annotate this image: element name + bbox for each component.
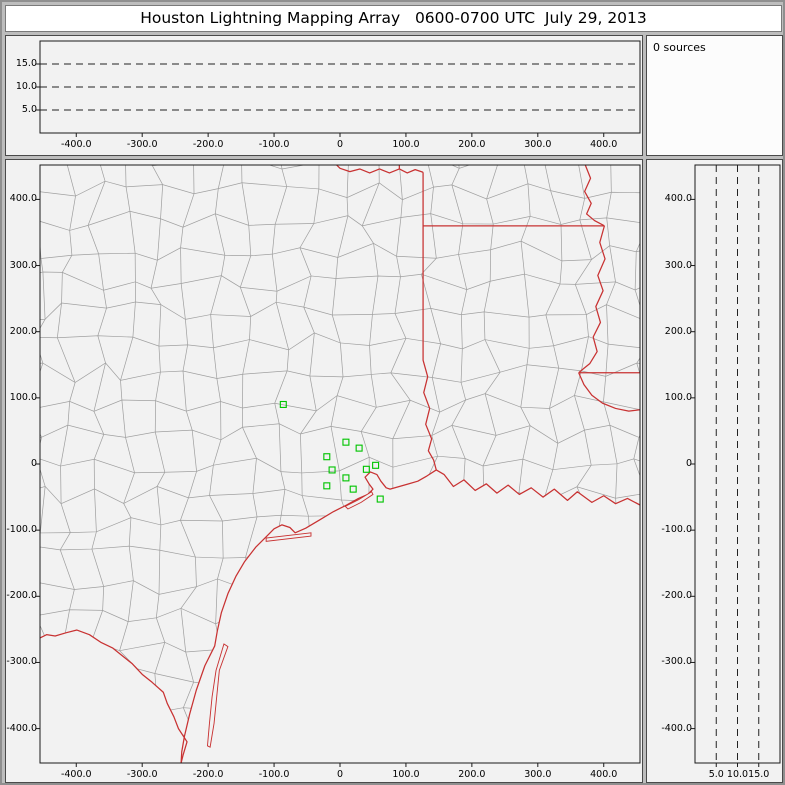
tick-label: 300.0 [664,259,692,271]
county-line [40,301,640,320]
tick-label: 100.0 [392,139,420,150]
source-count-label: 0 sources [653,41,706,54]
tick-label: 400.0 [664,193,692,205]
lma-station-marker [328,466,336,474]
tick-label: -300.0 [661,656,692,668]
arkansas-mississippi-river-border [583,165,605,227]
tick-label: 10.0 [726,769,749,780]
tick-label: 100.0 [664,391,692,403]
tick-label: -200.0 [192,139,224,150]
tick-label: 10.0 [15,81,37,92]
tick-label: -100.0 [6,524,37,536]
tick-label: 15.0 [748,769,770,780]
tick-label: -400.0 [60,139,92,150]
lma-station-marker [362,465,370,473]
tick-label: -100.0 [258,769,290,780]
tick-label: 300.0 [9,259,37,271]
tick-label: 400.0 [9,193,37,205]
tick-label: 0 [685,458,692,469]
title-bar: Houston Lightning Mapping Array 0600-070… [5,5,782,32]
tick-label: 400.0 [590,139,618,150]
lma-station-marker [355,444,363,452]
texas-oklahoma-border [336,165,424,174]
lma-station-marker [342,438,350,446]
tick-label: -100.0 [661,524,692,536]
mississippi-river-lower [578,372,640,412]
tick-label: 100.0 [392,769,420,780]
lma-station-marker [372,461,380,469]
tick-label: 200.0 [458,769,486,780]
tick-label: -100.0 [258,139,290,150]
tick-label: 5.0 [708,769,724,780]
tick-label: -200.0 [661,590,692,602]
tick-label: -400.0 [6,722,37,734]
tick-label: -200.0 [6,590,37,602]
county-line [180,165,197,763]
tick-label: -300.0 [6,656,37,668]
county-line [40,271,640,292]
county-line [40,180,640,201]
county-line [40,240,640,262]
tick-label: -400.0 [60,769,92,780]
tick-label: -300.0 [126,769,158,780]
page-title: Houston Lightning Mapping Array 0600-070… [140,9,647,27]
gulf-of-mexico [181,469,640,763]
tick-label: 100.0 [9,391,37,403]
lma-station-marker [349,485,357,493]
louisiana-mississippi-river-border [578,225,606,374]
lma-station-marker [323,453,331,461]
lma-station-marker [342,474,350,482]
altitude-northsouth-plot [691,164,781,767]
county-line [40,362,640,383]
county-line [40,423,640,444]
tick-label: 5.0 [21,104,37,115]
county-line [40,455,640,474]
plan-view-map[interactable] [40,165,640,763]
tick-label: 200.0 [664,325,692,337]
altitude-vs-northsouth-panel[interactable]: 5.0 10.0 15.0 400.0 300.0 200.0 100.0 0 -100.0 -2… [646,159,783,783]
lma-station-marker [323,482,331,490]
plan-view-map-panel[interactable]: -400.0 -300.0 -200.0 -100.0 0 100.0 200.0 300.0… [5,159,643,783]
tick-label: -200.0 [192,769,224,780]
tick-label: 200.0 [458,139,486,150]
altitude-vs-eastwest-panel[interactable]: -400.0 -300.0 -200.0 -100.0 0 100.0 200.0 300.0… [5,35,643,156]
tick-label: 400.0 [590,769,618,780]
tick-label: 0 [30,458,37,469]
tick-label: 300.0 [524,769,552,780]
tick-label: 200.0 [9,325,37,337]
tick-label: 0 [336,769,344,780]
tick-label: 15.0 [15,58,37,69]
tick-label: -300.0 [126,139,158,150]
source-count-panel: 0 sources [646,35,783,156]
tick-label: -400.0 [661,722,692,734]
tick-label: 0 [336,139,344,150]
altitude-eastwest-plot [36,40,641,137]
tick-label: 300.0 [524,139,552,150]
